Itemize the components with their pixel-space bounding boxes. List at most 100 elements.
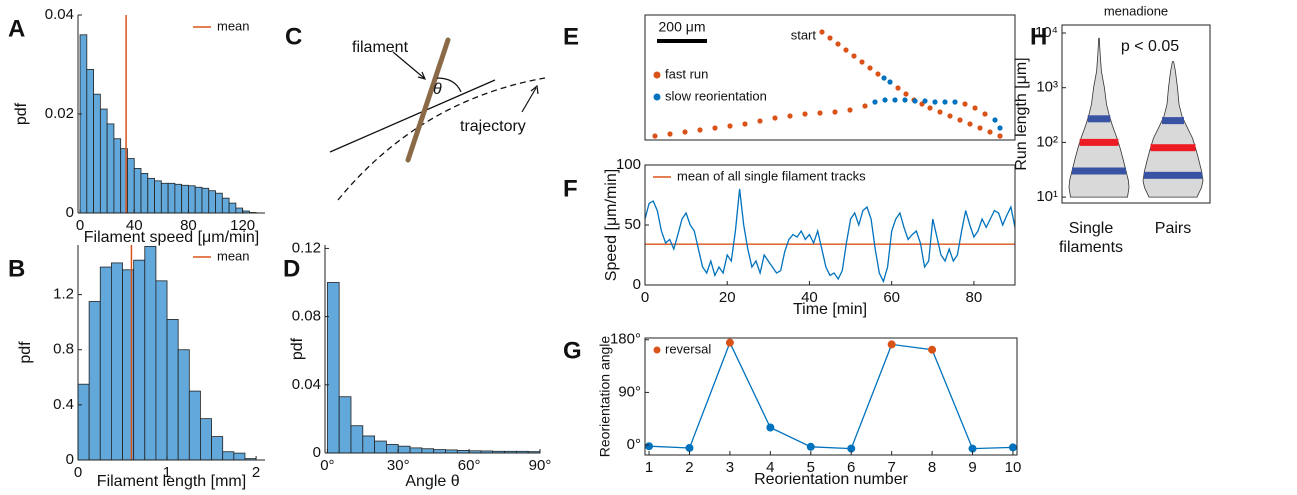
y-tick-label: 10²	[1036, 133, 1058, 150]
axes-frame	[644, 14, 1016, 141]
chart-title: menadione	[1104, 3, 1168, 18]
point	[903, 91, 909, 97]
marker	[1008, 443, 1017, 452]
x-tick-label: 0	[641, 289, 649, 306]
panel-letter: D	[283, 255, 300, 282]
diagram-label: trajectory	[460, 118, 526, 135]
point	[997, 125, 1003, 131]
panel-letter: G	[563, 337, 582, 364]
marker	[725, 338, 734, 347]
y-axis-label: pdf	[17, 341, 34, 364]
x-tick-label: 10	[1005, 459, 1022, 476]
x-tick-label: 9	[968, 459, 976, 476]
bar	[409, 447, 423, 454]
bar	[397, 445, 411, 454]
bar	[113, 138, 122, 214]
bar	[160, 182, 169, 214]
scale-bar-label: 200 μm	[659, 19, 706, 35]
y-tick-label: 0.08	[292, 308, 321, 325]
point	[832, 109, 838, 115]
x-tick-label: 90°	[529, 457, 552, 474]
point	[962, 101, 968, 107]
trajectory-curve	[337, 77, 546, 201]
point	[757, 118, 763, 124]
point	[927, 105, 933, 111]
x-tick-label: 4	[766, 459, 774, 476]
x-tick-label: 2	[252, 464, 260, 481]
legend-label: slow reorientation	[665, 88, 767, 103]
bar	[433, 449, 446, 454]
bar	[200, 418, 212, 461]
point	[902, 97, 908, 103]
y-tick-label: 50	[624, 216, 641, 233]
bar	[86, 69, 94, 214]
y-axis-label: pdf	[13, 102, 30, 125]
y-tick-label: 10³	[1036, 79, 1058, 96]
point	[697, 127, 703, 133]
legend-label: mean	[217, 248, 250, 263]
bar	[235, 207, 244, 214]
point	[867, 65, 873, 71]
point	[843, 47, 849, 53]
legend-swatch	[653, 71, 661, 79]
x-tick-label: 1	[163, 464, 171, 481]
point	[942, 99, 948, 105]
point	[957, 117, 963, 123]
bar	[221, 197, 230, 214]
violin-upper	[1087, 115, 1111, 123]
arrow-head	[417, 71, 427, 80]
violin-lower	[1143, 171, 1203, 179]
point	[847, 107, 853, 113]
marker	[645, 442, 654, 451]
point	[895, 85, 901, 91]
point	[727, 123, 733, 129]
y-tick-label: 10¹	[1036, 188, 1058, 205]
x-axis-label: Angle θ	[405, 473, 459, 490]
point	[872, 99, 878, 105]
bar	[133, 259, 146, 461]
point	[817, 110, 823, 116]
x-tick-label: Single filaments	[1058, 220, 1124, 256]
point	[992, 117, 998, 123]
point	[887, 79, 893, 85]
point	[952, 99, 958, 105]
point	[742, 121, 748, 127]
y-tick-label: 0.02	[45, 105, 74, 122]
y-axis-label: Reorientation angle	[597, 336, 613, 458]
marker	[806, 442, 815, 451]
legend-swatch	[653, 93, 661, 101]
point	[851, 53, 857, 59]
violin-lower	[1072, 167, 1126, 175]
legend-swatch	[653, 346, 661, 354]
point	[997, 133, 1003, 139]
x-tick-label: 60	[883, 289, 900, 306]
y-axis-label: pdf	[289, 337, 306, 360]
x-axis-label: Filament speed [μm/min]	[84, 229, 260, 246]
line	[648, 341, 1014, 450]
filament	[405, 37, 451, 163]
bar	[188, 185, 196, 214]
violin-mean	[1079, 138, 1119, 146]
marker	[766, 423, 775, 432]
bar	[222, 451, 235, 461]
bar	[181, 184, 189, 214]
point	[835, 41, 841, 47]
bar	[374, 440, 387, 454]
y-tick-label: 0	[66, 451, 74, 468]
bar	[144, 245, 157, 461]
violin-mean	[1150, 144, 1196, 152]
bar	[147, 177, 155, 214]
violin-upper	[1161, 117, 1185, 125]
panel-letter: A	[8, 15, 25, 42]
y-tick-label: 0.8	[53, 341, 74, 358]
panel-letter: F	[563, 175, 578, 202]
x-tick-label: 1	[645, 459, 653, 476]
y-tick-label: 0	[313, 444, 321, 461]
violin	[1142, 61, 1204, 198]
point	[881, 75, 887, 81]
panel-letter: H	[1030, 23, 1047, 50]
x-tick-label: 0	[74, 464, 82, 481]
y-tick-label: 10⁴	[1035, 24, 1058, 41]
point	[859, 59, 865, 65]
x-tick-label: 2	[685, 459, 693, 476]
